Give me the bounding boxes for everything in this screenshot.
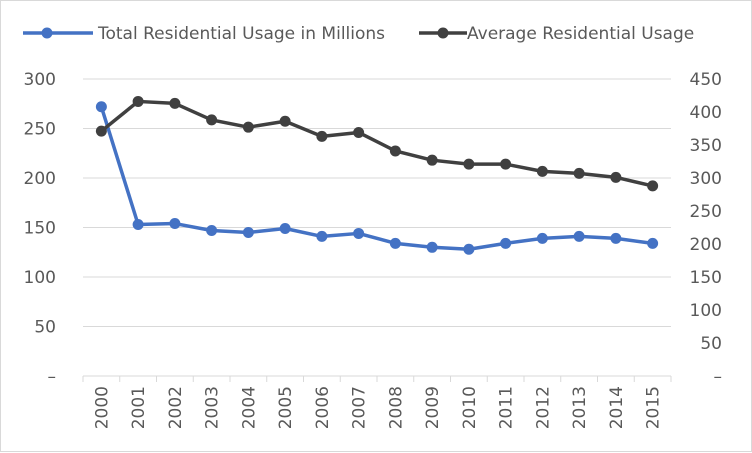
x-tick-label: 2011 — [497, 386, 517, 429]
x-tick-label: 2015 — [644, 386, 664, 429]
series-1-point — [316, 230, 328, 242]
x-tick-label: 2004 — [239, 386, 259, 429]
legend-label-2: Average Residential Usage — [467, 24, 694, 44]
series-1-point — [463, 243, 475, 255]
right-y-tick-label: 150 — [690, 268, 722, 288]
right-y-tick-label: 200 — [690, 235, 722, 255]
x-tick-label: 2014 — [607, 386, 627, 429]
left-y-tick-label: 100 — [24, 268, 56, 288]
series-2-point — [316, 130, 328, 142]
x-tick-label: 2005 — [276, 386, 296, 429]
series-2-point — [389, 145, 401, 157]
series-1-point — [242, 226, 254, 238]
series-1-point — [169, 218, 181, 230]
series-1-point — [647, 237, 659, 249]
series-1-point — [536, 232, 548, 244]
series-2-point — [463, 158, 475, 170]
x-tick-label: 2010 — [460, 386, 480, 429]
left-y-tick-label: – — [48, 367, 57, 387]
series-1-point — [610, 232, 622, 244]
series-2-point — [279, 115, 291, 127]
series-2-point — [206, 114, 218, 126]
series-2-point — [500, 158, 512, 170]
x-tick-label: 2007 — [350, 386, 370, 429]
x-tick-label: 2012 — [533, 386, 553, 429]
series-2-point — [573, 167, 585, 179]
left-y-tick-label: 200 — [24, 169, 56, 189]
right-y-axis: – 50 100 150 200 250 300 350 400 450 — [690, 70, 722, 387]
series-1-point — [389, 237, 401, 249]
series-1-point — [573, 230, 585, 242]
series-2-point — [169, 97, 181, 109]
x-tick-label: 2000 — [92, 386, 112, 429]
left-y-tick-label: 50 — [34, 318, 56, 338]
gridlines — [83, 78, 671, 327]
series-2-point — [132, 95, 144, 107]
series-2-point — [242, 121, 254, 133]
series-2-point — [426, 154, 438, 166]
series-layer — [95, 95, 659, 255]
left-y-tick-label: 250 — [24, 120, 56, 140]
legend-marker-1 — [41, 27, 53, 39]
x-tick-label: 2001 — [129, 386, 149, 429]
right-y-tick-label: 300 — [690, 169, 722, 189]
left-y-tick-label: 150 — [24, 219, 56, 239]
x-tick-label: 2006 — [313, 386, 333, 429]
x-tick-label: 2009 — [423, 386, 443, 429]
left-y-tick-label: 300 — [24, 70, 56, 90]
x-tick-label: 2002 — [166, 386, 186, 429]
legend-marker-2 — [437, 27, 449, 39]
series-2-point — [95, 125, 107, 137]
right-y-tick-label: – — [714, 367, 723, 387]
series-1-point — [95, 101, 107, 113]
x-tick-label: 2008 — [386, 386, 406, 429]
right-y-tick-label: 350 — [690, 136, 722, 156]
right-y-tick-label: 50 — [700, 334, 722, 354]
series-1-point — [500, 237, 512, 249]
series-line-1 — [99, 106, 653, 252]
series-2-point — [647, 180, 659, 192]
right-y-tick-label: 450 — [690, 70, 722, 90]
right-y-tick-label: 100 — [690, 301, 722, 321]
series-1-point — [353, 227, 365, 239]
legend: Total Residential Usage in Millions Avera… — [23, 24, 694, 44]
series-2-point — [353, 126, 365, 138]
left-y-axis: – 50 100 150 200 250 300 — [24, 70, 56, 387]
x-tick-label: 2003 — [203, 386, 223, 429]
series-1-point — [426, 241, 438, 253]
series-1-point — [132, 219, 144, 231]
x-axis: 2000 2001 2002 2003 2004 2005 2006 2007 2008 2009… — [82, 375, 672, 429]
series-line-2 — [100, 99, 654, 188]
series-2-point — [610, 171, 622, 183]
legend-label-1: Total Residential Usage in Millions — [97, 24, 385, 44]
series-1-point — [279, 222, 291, 234]
x-tick-label: 2013 — [570, 386, 590, 429]
series-1-point — [206, 224, 218, 236]
series-2-point — [536, 165, 548, 177]
right-y-tick-label: 400 — [690, 103, 722, 123]
right-y-tick-label: 250 — [690, 202, 722, 222]
